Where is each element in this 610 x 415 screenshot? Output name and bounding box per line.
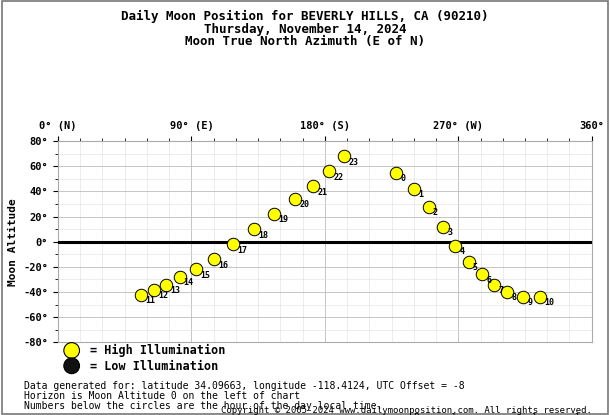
Text: Horizon is Moon Altitude 0 on the left of chart: Horizon is Moon Altitude 0 on the left o… xyxy=(24,391,301,401)
Text: 2: 2 xyxy=(432,208,438,217)
Text: 17: 17 xyxy=(237,246,247,255)
Text: 22: 22 xyxy=(334,173,343,182)
Text: 9: 9 xyxy=(528,298,533,308)
Text: 14: 14 xyxy=(184,278,194,287)
Text: 4: 4 xyxy=(459,247,464,256)
Text: 0: 0 xyxy=(400,174,405,183)
Text: Daily Moon Position for BEVERLY HILLS, CA (90210): Daily Moon Position for BEVERLY HILLS, C… xyxy=(121,10,489,24)
Text: 16: 16 xyxy=(218,261,228,270)
Text: = Low Illumination: = Low Illumination xyxy=(90,359,218,373)
Text: 1: 1 xyxy=(418,190,423,199)
Circle shape xyxy=(64,343,79,358)
Text: Thursday, November 14, 2024: Thursday, November 14, 2024 xyxy=(204,23,406,36)
Text: 15: 15 xyxy=(200,271,210,280)
Text: 6: 6 xyxy=(486,276,491,285)
Text: 21: 21 xyxy=(317,188,327,197)
Text: 19: 19 xyxy=(279,215,289,225)
Text: = High Illumination: = High Illumination xyxy=(90,344,225,357)
Text: 13: 13 xyxy=(170,286,181,295)
Text: 3: 3 xyxy=(448,228,453,237)
Text: Moon True North Azimuth (E of N): Moon True North Azimuth (E of N) xyxy=(185,35,425,48)
Text: 23: 23 xyxy=(348,158,358,166)
Text: Personal non commercial use only.: Personal non commercial use only. xyxy=(414,413,592,415)
Text: 5: 5 xyxy=(473,263,478,272)
Text: 20: 20 xyxy=(300,200,309,209)
Text: 18: 18 xyxy=(258,231,268,239)
Text: Numbers below the circles are the hour of the day local time.: Numbers below the circles are the hour o… xyxy=(24,401,383,411)
Text: 7: 7 xyxy=(498,286,503,295)
Text: Copyright © 2005-2024 www.dailymoonposition.com. All rights reserved.: Copyright © 2005-2024 www.dailymoonposit… xyxy=(221,406,592,415)
Circle shape xyxy=(64,358,79,374)
Text: 8: 8 xyxy=(511,293,516,303)
Text: Data generated for: latitude 34.09663, longitude -118.4124, UTC Offset = -8: Data generated for: latitude 34.09663, l… xyxy=(24,381,465,391)
Text: 11: 11 xyxy=(145,296,155,305)
Text: 12: 12 xyxy=(159,291,168,300)
Text: 10: 10 xyxy=(544,298,554,308)
Y-axis label: Moon Altitude: Moon Altitude xyxy=(8,198,18,286)
